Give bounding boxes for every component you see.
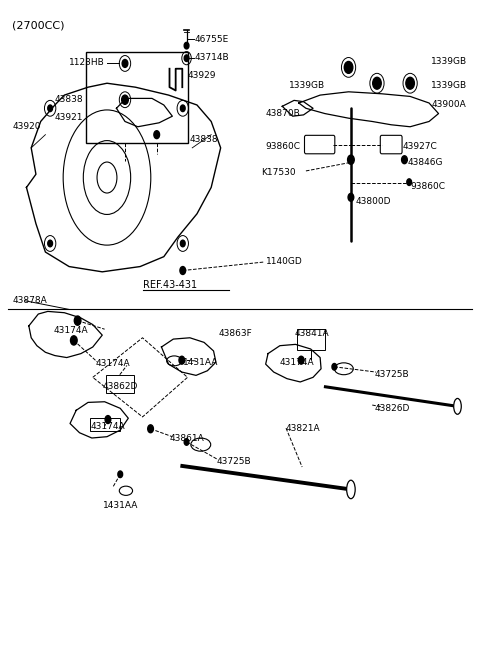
Text: 43174A: 43174A bbox=[90, 422, 125, 431]
Text: 43821A: 43821A bbox=[286, 424, 321, 433]
Circle shape bbox=[184, 55, 189, 61]
Text: REF.43-431: REF.43-431 bbox=[143, 280, 197, 290]
Ellipse shape bbox=[454, 398, 461, 414]
Text: 43174A: 43174A bbox=[95, 359, 130, 368]
Text: 43870B: 43870B bbox=[265, 109, 300, 118]
Text: (2700CC): (2700CC) bbox=[12, 21, 65, 31]
Circle shape bbox=[344, 61, 353, 73]
Text: 43725B: 43725B bbox=[374, 370, 409, 378]
Text: 43800D: 43800D bbox=[356, 198, 391, 206]
Circle shape bbox=[48, 240, 52, 247]
Circle shape bbox=[372, 77, 381, 89]
Text: 1140GD: 1140GD bbox=[265, 257, 302, 266]
Circle shape bbox=[105, 416, 111, 424]
Text: 1339GB: 1339GB bbox=[432, 57, 468, 66]
Circle shape bbox=[122, 59, 128, 67]
Text: K17530: K17530 bbox=[261, 168, 296, 178]
Text: 43920: 43920 bbox=[12, 122, 41, 131]
Text: 43174A: 43174A bbox=[54, 326, 88, 335]
Circle shape bbox=[71, 336, 77, 345]
Text: 43725B: 43725B bbox=[217, 457, 252, 465]
Circle shape bbox=[180, 267, 186, 275]
Bar bbox=[106, 374, 133, 393]
Text: 43841A: 43841A bbox=[295, 329, 329, 338]
Ellipse shape bbox=[347, 480, 355, 499]
Bar bbox=[85, 53, 188, 143]
Circle shape bbox=[184, 43, 189, 49]
Bar bbox=[90, 418, 120, 432]
Circle shape bbox=[179, 356, 185, 364]
Text: 43714B: 43714B bbox=[194, 53, 229, 62]
Text: 93860C: 93860C bbox=[410, 182, 445, 191]
Circle shape bbox=[121, 95, 128, 104]
Circle shape bbox=[402, 156, 408, 164]
Text: 43927C: 43927C bbox=[403, 142, 438, 151]
Text: 1339GB: 1339GB bbox=[289, 80, 325, 90]
Text: 43878A: 43878A bbox=[12, 297, 47, 305]
Text: 43900A: 43900A bbox=[432, 100, 466, 110]
Circle shape bbox=[154, 131, 159, 138]
Circle shape bbox=[48, 105, 52, 112]
Text: 1339GB: 1339GB bbox=[432, 80, 468, 90]
Circle shape bbox=[407, 179, 411, 186]
Text: 46755E: 46755E bbox=[194, 35, 229, 43]
Text: 43846G: 43846G bbox=[408, 158, 443, 167]
Text: 1431AA: 1431AA bbox=[103, 501, 139, 510]
Text: 43929: 43929 bbox=[188, 70, 216, 80]
Circle shape bbox=[348, 155, 354, 164]
Circle shape bbox=[299, 356, 304, 364]
Text: 43861A: 43861A bbox=[170, 434, 205, 443]
Circle shape bbox=[406, 77, 414, 89]
Circle shape bbox=[332, 364, 336, 370]
Text: 1123HB: 1123HB bbox=[69, 59, 105, 67]
Text: 43826D: 43826D bbox=[374, 404, 409, 413]
Circle shape bbox=[180, 240, 185, 247]
Text: 1431AA: 1431AA bbox=[183, 358, 218, 366]
Circle shape bbox=[148, 425, 154, 433]
Text: 43838: 43838 bbox=[55, 94, 84, 104]
Circle shape bbox=[118, 471, 122, 477]
Text: 43862D: 43862D bbox=[102, 382, 138, 391]
Circle shape bbox=[184, 439, 189, 446]
Text: 43174A: 43174A bbox=[279, 358, 314, 366]
Circle shape bbox=[74, 316, 81, 325]
Circle shape bbox=[180, 105, 185, 112]
Text: 43921: 43921 bbox=[55, 113, 84, 122]
Text: 43863F: 43863F bbox=[218, 329, 252, 338]
Bar bbox=[298, 329, 325, 350]
Circle shape bbox=[348, 194, 354, 201]
Text: 93860C: 93860C bbox=[265, 142, 300, 151]
Text: 43838: 43838 bbox=[190, 135, 218, 144]
